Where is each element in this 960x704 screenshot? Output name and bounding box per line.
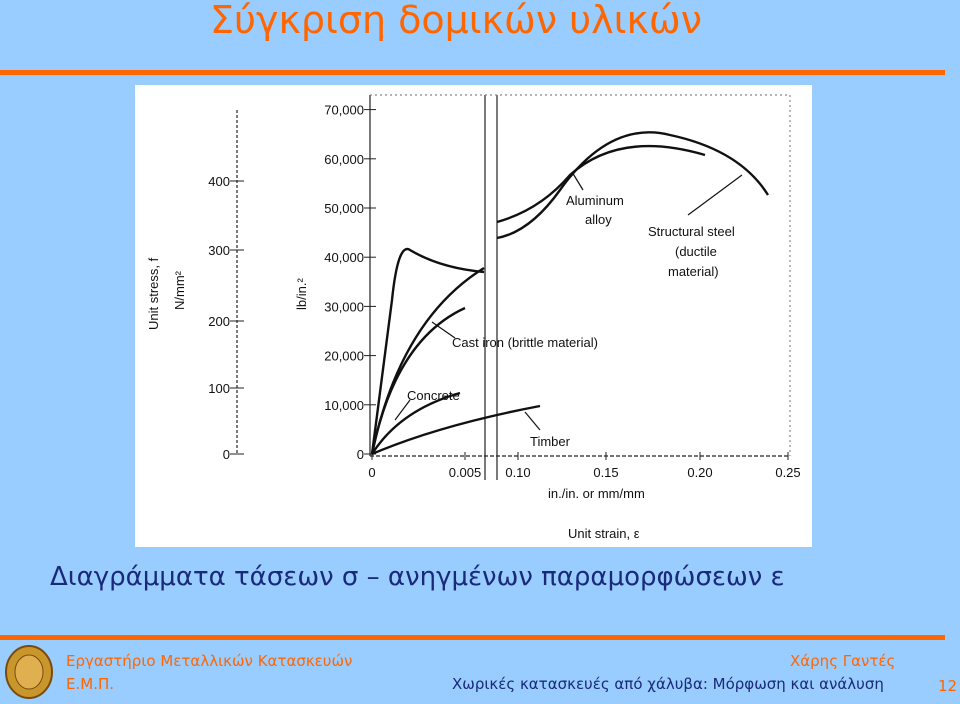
tick-label: 0.20	[687, 465, 712, 480]
tick-label: 0.005	[449, 465, 482, 480]
annotation: Cast iron (brittle material)	[452, 335, 598, 350]
annotation: Aluminum	[566, 193, 624, 208]
axis-label: Unit stress, f	[146, 257, 161, 330]
tick-label: 40,000	[324, 250, 364, 265]
tick-label: 60,000	[324, 152, 364, 167]
tick-label: 0.15	[593, 465, 618, 480]
footer-school: Ε.Μ.Π.	[66, 675, 115, 693]
tick-label: 400	[208, 174, 230, 189]
tick-label: 0	[223, 447, 230, 462]
tick-label: 300	[208, 243, 230, 258]
tick-label: 10,000	[324, 398, 364, 413]
axis-unit: lb/in.²	[294, 278, 309, 310]
footer-lab: Εργαστήριο Μεταλλικών Κατασκευών	[66, 652, 353, 670]
rule	[0, 635, 945, 640]
tick-label: 0.25	[775, 465, 800, 480]
tick-label: 0.10	[505, 465, 530, 480]
annotation: Concrete	[407, 388, 460, 403]
figure: 0 100 200 300 400 0 10,000 20,000 30,000 40,000 50…	[135, 85, 812, 547]
footer-course: Χωρικές κατασκευές από χάλυβα: Μόρφωση κ…	[452, 675, 884, 693]
annotation: material)	[668, 264, 719, 279]
tick-label: 100	[208, 381, 230, 396]
axis-label: Unit strain, ε	[568, 526, 640, 541]
annotation: (ductile	[675, 244, 717, 259]
tick-label: 200	[208, 314, 230, 329]
annotation: Timber	[530, 434, 571, 449]
tick-label: 70,000	[324, 103, 364, 118]
tick-label: 20,000	[324, 349, 364, 364]
logo	[5, 645, 53, 699]
tick-label: 30,000	[324, 299, 364, 314]
caption: Διαγράμματα τάσεων σ – ανηγμένων παραμορ…	[50, 562, 785, 592]
tick-label: 0	[357, 447, 364, 462]
axis-unit: N/mm²	[172, 270, 187, 310]
slide-title: Σύγκριση δομικών υλικών	[210, 0, 702, 42]
axis-unit: in./in. or mm/mm	[548, 486, 645, 501]
page-number: 12	[938, 677, 958, 695]
tick-label: 0	[368, 465, 375, 480]
annotation: Structural steel	[648, 224, 735, 239]
tick-label: 50,000	[324, 201, 364, 216]
footer-author: Χάρης Γαντές	[790, 652, 896, 670]
rule	[0, 70, 945, 75]
annotation: alloy	[585, 212, 612, 227]
